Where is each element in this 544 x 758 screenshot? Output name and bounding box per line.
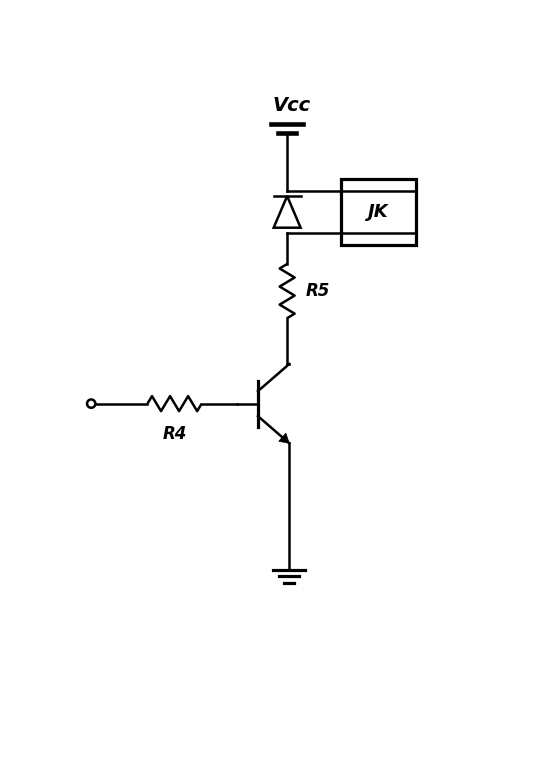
Text: Vcc: Vcc <box>272 96 311 115</box>
Text: R5: R5 <box>306 282 330 300</box>
Polygon shape <box>279 433 289 443</box>
Text: JK: JK <box>368 203 389 221</box>
Text: R4: R4 <box>163 425 187 443</box>
Bar <box>341 179 416 246</box>
